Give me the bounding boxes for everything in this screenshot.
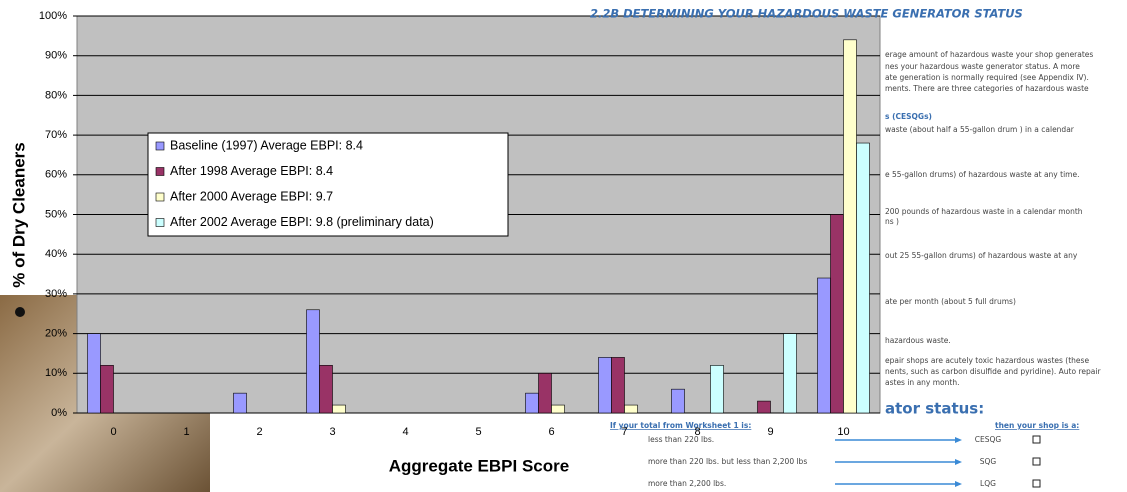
bar	[844, 40, 857, 413]
y-tick-label: 50%	[45, 208, 67, 220]
checkbox	[1033, 436, 1040, 443]
document-line: nes your hazardous waste generator statu…	[885, 62, 1080, 71]
bar	[599, 357, 612, 413]
document-line: 200 pounds of hazardous waste in a calen…	[885, 207, 1083, 216]
document-line: nents, such as carbon disulfide and pyri…	[885, 367, 1101, 376]
y-tick-label: 10%	[45, 367, 67, 379]
bar	[539, 373, 552, 413]
bar	[818, 278, 831, 413]
legend-swatch	[156, 193, 164, 201]
bar	[672, 389, 685, 413]
arrow-head	[955, 481, 962, 487]
table-header: then your shop is a:	[995, 421, 1079, 430]
document-line: epair shops are acutely toxic hazardous …	[885, 356, 1089, 365]
x-tick-label: 8	[694, 426, 700, 438]
y-tick-label: 20%	[45, 328, 67, 340]
bar	[234, 393, 247, 413]
arrow-head	[955, 437, 962, 443]
document-line: ate generation is normally required (see…	[885, 73, 1089, 82]
bar	[758, 401, 771, 413]
y-tick-label: 30%	[45, 288, 67, 300]
bar	[320, 365, 333, 413]
y-axis-label: % of Dry Cleaners	[9, 142, 28, 288]
x-tick-label: 7	[621, 426, 627, 438]
x-tick-label: 0	[110, 426, 116, 438]
y-tick-label: 0%	[51, 407, 67, 419]
y-tick-label: 70%	[45, 129, 67, 141]
page: {"chart_data": {"type": "bar", "y_label"…	[0, 0, 1127, 492]
checkbox	[1033, 458, 1040, 465]
document-line: waste (about half a 55-gallon drum ) in …	[885, 125, 1075, 134]
bar	[552, 405, 565, 413]
legend-swatch	[156, 168, 164, 176]
document-line: s (CESQGs)	[885, 112, 932, 121]
legend-label: After 2000 Average EBPI: 9.7	[170, 189, 333, 203]
chart-area: 0% 10% 20% 30% 40% 50% 60% 70% 80% 90% 100% 0 1 2 3 4 5 6…	[9, 10, 880, 476]
arrow-head	[955, 459, 962, 465]
legend-swatch	[156, 219, 164, 227]
document-title: 2.2B DETERMINING YOUR HAZARDOUS WASTE GE…	[590, 7, 1023, 21]
x-tick-label: 10	[837, 426, 849, 438]
document-line: e 55-gallon drums) of hazardous waste at…	[885, 170, 1079, 179]
table-cell: LQG	[980, 479, 996, 488]
bar	[711, 365, 724, 413]
legend-label: Baseline (1997) Average EBPI: 8.4	[170, 138, 363, 152]
photo-detail	[15, 307, 25, 317]
y-tick-label: 40%	[45, 248, 67, 260]
table-cell: SQG	[980, 457, 997, 466]
x-tick-label: 6	[548, 426, 554, 438]
checkbox	[1033, 480, 1040, 487]
y-tick-label: 80%	[45, 89, 67, 101]
bar	[625, 405, 638, 413]
table-cell: more than 2,200 lbs.	[648, 479, 726, 488]
document-line: out 25 55-gallon drums) of hazardous was…	[885, 251, 1078, 260]
legend-swatch	[156, 142, 164, 150]
bar	[101, 365, 114, 413]
bar	[333, 405, 346, 413]
bar	[88, 334, 101, 413]
bar	[784, 334, 797, 413]
bar	[857, 143, 870, 413]
document-line: ments. There are three categories of haz…	[885, 84, 1089, 93]
table-header: If your total from Worksheet 1 is:	[610, 421, 751, 430]
x-tick-label: 4	[402, 426, 408, 438]
document-line: erage amount of hazardous waste your sho…	[885, 50, 1093, 59]
document-line: astes in any month.	[885, 378, 959, 387]
y-tick-label: 90%	[45, 50, 67, 62]
table-cell: CESQG	[975, 435, 1002, 444]
x-axis-label: Aggregate EBPI Score	[389, 456, 569, 475]
x-tick-label: 9	[767, 426, 773, 438]
document-line: ate per month (about 5 full drums)	[885, 297, 1016, 306]
bar	[526, 393, 539, 413]
legend-label: After 2002 Average EBPI: 9.8 (preliminar…	[170, 215, 434, 229]
document-line: hazardous waste.	[885, 336, 951, 345]
x-tick-label: 3	[329, 426, 335, 438]
bar	[612, 357, 625, 413]
status-heading: ator status:	[885, 400, 984, 418]
table-cell: less than 220 lbs.	[648, 435, 714, 444]
x-tick-label: 5	[475, 426, 481, 438]
table-cell: more than 220 lbs. but less than 2,200 l…	[648, 457, 807, 466]
chart: erage amount of hazardous waste your sho…	[0, 0, 1127, 492]
x-tick-label: 1	[183, 426, 189, 438]
legend-label: After 1998 Average EBPI: 8.4	[170, 164, 333, 178]
document-line: ns )	[885, 217, 899, 226]
bar	[831, 215, 844, 414]
y-tick-label: 60%	[45, 169, 67, 181]
y-tick-label: 100%	[39, 10, 67, 22]
x-tick-label: 2	[256, 426, 262, 438]
bar	[307, 310, 320, 413]
